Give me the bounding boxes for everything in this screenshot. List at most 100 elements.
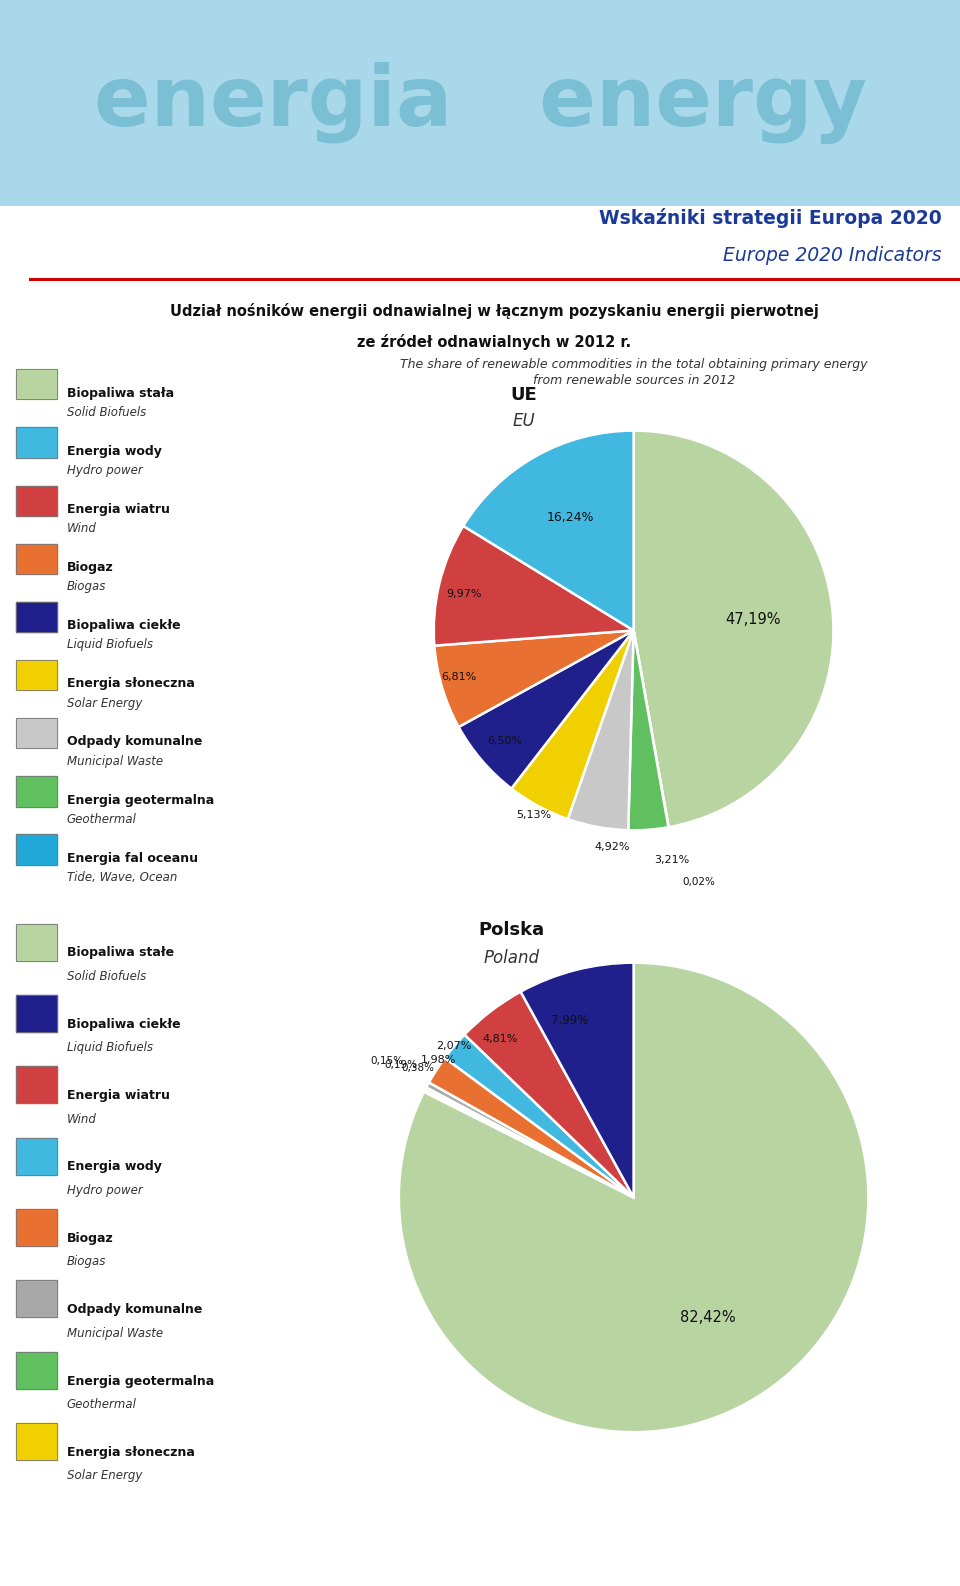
- Text: Solid Biofuels: Solid Biofuels: [66, 406, 146, 419]
- Bar: [16, 370, 58, 400]
- Bar: [16, 1423, 58, 1461]
- Text: Liquid Biofuels: Liquid Biofuels: [66, 1042, 153, 1055]
- Text: 0,15%: 0,15%: [371, 1056, 403, 1066]
- Bar: [16, 1137, 58, 1175]
- Bar: [16, 660, 58, 690]
- Wedge shape: [424, 1090, 634, 1197]
- Bar: [16, 1280, 58, 1318]
- Bar: [16, 1066, 58, 1104]
- Text: Geothermal: Geothermal: [66, 1399, 136, 1412]
- Bar: [16, 1280, 58, 1318]
- Text: 1,98%: 1,98%: [420, 1055, 456, 1064]
- Text: Biogas: Biogas: [66, 580, 106, 593]
- Text: Energia słoneczna: Energia słoneczna: [66, 1446, 195, 1459]
- Text: Solid Biofuels: Solid Biofuels: [66, 971, 146, 983]
- Bar: [16, 834, 58, 864]
- Text: 5,13%: 5,13%: [516, 810, 551, 820]
- Text: 82,42%: 82,42%: [680, 1310, 735, 1324]
- Text: Wind: Wind: [66, 1113, 97, 1126]
- Wedge shape: [425, 1088, 634, 1197]
- Text: 0,02%: 0,02%: [683, 877, 715, 887]
- Text: 0,19%: 0,19%: [385, 1059, 418, 1069]
- Text: Biogaz: Biogaz: [66, 1232, 113, 1245]
- Text: Udział nośników energii odnawialnej w łącznym pozyskaniu energii pierwotnej: Udział nośników energii odnawialnej w łą…: [170, 303, 819, 319]
- Bar: [16, 776, 58, 807]
- Text: 6,50%: 6,50%: [487, 736, 522, 745]
- Text: Energia geotermalna: Energia geotermalna: [66, 793, 214, 807]
- Text: Energia geotermalna: Energia geotermalna: [66, 1375, 214, 1388]
- Bar: [16, 776, 58, 807]
- Bar: [16, 1209, 58, 1247]
- Text: Poland: Poland: [484, 948, 540, 967]
- Text: 6,81%: 6,81%: [442, 672, 476, 682]
- Bar: [16, 485, 58, 515]
- Bar: [16, 994, 58, 1032]
- Text: 4,92%: 4,92%: [594, 842, 630, 852]
- Text: Municipal Waste: Municipal Waste: [66, 755, 163, 768]
- Bar: [16, 718, 58, 749]
- Wedge shape: [398, 963, 869, 1432]
- Text: Municipal Waste: Municipal Waste: [66, 1327, 163, 1340]
- Wedge shape: [429, 1058, 634, 1197]
- Text: 16,24%: 16,24%: [546, 511, 594, 523]
- Bar: [16, 834, 58, 864]
- Text: Energia wody: Energia wody: [66, 1161, 161, 1174]
- Text: Biopaliwa ciekłe: Biopaliwa ciekłe: [66, 619, 180, 633]
- Text: Energia słoneczna: Energia słoneczna: [66, 677, 195, 690]
- Bar: [16, 660, 58, 690]
- Text: Biopaliwa stała: Biopaliwa stała: [66, 387, 174, 400]
- Text: 0,38%: 0,38%: [401, 1063, 435, 1074]
- Text: Biopaliwa ciekłe: Biopaliwa ciekłe: [66, 1018, 180, 1031]
- Text: ze źródeł odnawialnych w 2012 r.: ze źródeł odnawialnych w 2012 r.: [357, 335, 632, 351]
- Text: Energia wody: Energia wody: [66, 444, 161, 458]
- Text: Hydro power: Hydro power: [66, 1185, 142, 1197]
- Bar: [16, 1137, 58, 1175]
- Text: 2,07%: 2,07%: [437, 1040, 472, 1052]
- Text: Energia wiatru: Energia wiatru: [66, 503, 170, 515]
- Text: from renewable sources in 2012: from renewable sources in 2012: [533, 374, 735, 387]
- Bar: [16, 485, 58, 515]
- Bar: [16, 544, 58, 574]
- Text: Biogas: Biogas: [66, 1256, 106, 1269]
- Bar: [16, 427, 58, 458]
- Text: Solar Energy: Solar Energy: [66, 696, 142, 709]
- Text: Geothermal: Geothermal: [66, 814, 136, 826]
- Bar: [16, 923, 58, 961]
- Text: Hydro power: Hydro power: [66, 465, 142, 477]
- Bar: [16, 718, 58, 749]
- Text: Odpady komunalne: Odpady komunalne: [66, 736, 202, 749]
- Wedge shape: [567, 630, 634, 829]
- Bar: [16, 923, 58, 961]
- Wedge shape: [634, 430, 833, 828]
- Bar: [16, 1351, 58, 1389]
- Bar: [16, 601, 58, 633]
- Text: 4,81%: 4,81%: [483, 1034, 518, 1044]
- Wedge shape: [634, 630, 669, 828]
- Text: Wskaźniki strategii Europa 2020: Wskaźniki strategii Europa 2020: [599, 208, 942, 228]
- Wedge shape: [512, 630, 634, 818]
- Bar: [16, 1066, 58, 1104]
- Text: Energia wiatru: Energia wiatru: [66, 1090, 170, 1102]
- Text: UE: UE: [511, 385, 537, 403]
- Text: Polska: Polska: [478, 921, 544, 939]
- Bar: [16, 1209, 58, 1247]
- Text: 9,97%: 9,97%: [446, 588, 482, 600]
- Text: energia   energy: energia energy: [93, 62, 867, 144]
- Text: Europe 2020 Indicators: Europe 2020 Indicators: [723, 246, 942, 265]
- Wedge shape: [434, 630, 634, 726]
- Wedge shape: [434, 527, 634, 646]
- Text: Biogaz: Biogaz: [66, 561, 113, 574]
- Text: The share of renewable commodities in the total obtaining primary energy: The share of renewable commodities in th…: [400, 358, 868, 371]
- Bar: [16, 601, 58, 633]
- Text: 3,21%: 3,21%: [655, 855, 690, 864]
- Wedge shape: [459, 630, 634, 788]
- Text: 7,99%: 7,99%: [551, 1013, 588, 1026]
- Bar: [16, 370, 58, 400]
- Bar: [16, 1351, 58, 1389]
- Text: Biopaliwa stałe: Biopaliwa stałe: [66, 947, 174, 960]
- Wedge shape: [465, 991, 634, 1197]
- Text: EU: EU: [513, 412, 535, 430]
- Text: 47,19%: 47,19%: [726, 612, 780, 628]
- Text: Liquid Biofuels: Liquid Biofuels: [66, 639, 153, 652]
- Text: Wind: Wind: [66, 522, 97, 534]
